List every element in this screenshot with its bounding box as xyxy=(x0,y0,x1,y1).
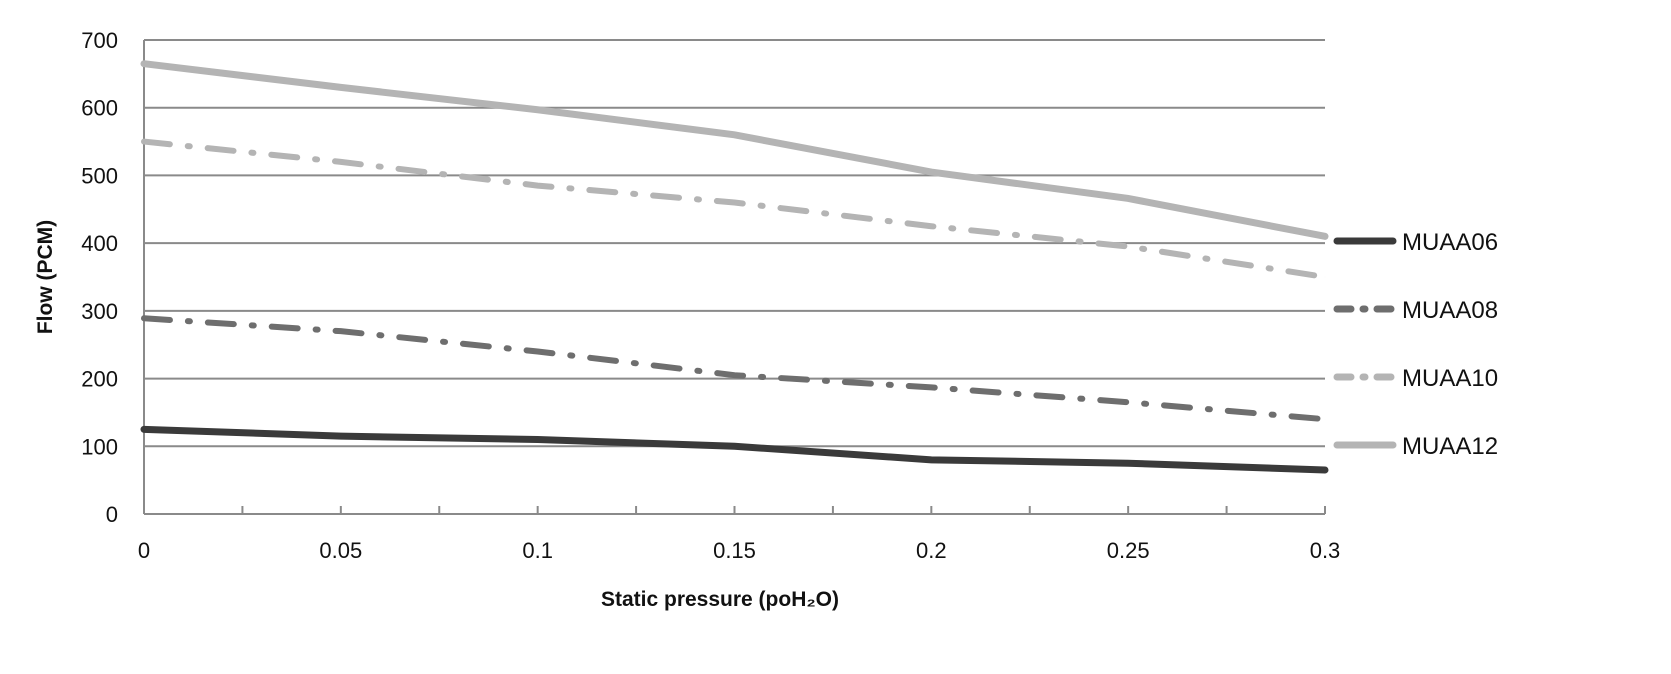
y-tick-label: 700 xyxy=(81,28,118,53)
y-tick-label: 0 xyxy=(106,502,118,527)
y-tick-label: 200 xyxy=(81,367,118,392)
series-lines xyxy=(144,64,1325,470)
y-tick-label: 500 xyxy=(81,163,118,188)
series-line-muaa06 xyxy=(144,429,1325,470)
y-tick-label: 400 xyxy=(81,231,118,256)
legend-label: MUAA08 xyxy=(1402,297,1498,324)
legend-label: MUAA12 xyxy=(1402,433,1498,460)
y-tick-label: 600 xyxy=(81,96,118,121)
y-tick-label: 100 xyxy=(81,434,118,459)
x-tick-label: 0.25 xyxy=(1107,538,1150,563)
x-tick-label: 0.1 xyxy=(522,538,553,563)
x-tick-label: 0.15 xyxy=(713,538,756,563)
legend: MUAA06 MUAA08 MUAA10 MUAA12 xyxy=(1337,229,1498,460)
x-tick-label: 0.2 xyxy=(916,538,947,563)
legend-label: MUAA06 xyxy=(1402,229,1498,256)
gridlines xyxy=(144,40,1325,446)
x-tick-label: 0 xyxy=(138,538,150,563)
x-axis-label: Static pressure (poH₂O) xyxy=(601,588,839,611)
series-line-muaa10 xyxy=(144,142,1325,277)
y-axis-label: Flow (PCM) xyxy=(34,220,57,334)
y-tick-label: 300 xyxy=(81,299,118,324)
x-tick-label: 0.05 xyxy=(319,538,362,563)
series-line-muaa12 xyxy=(144,64,1325,237)
x-tick-label: 0.3 xyxy=(1310,538,1341,563)
legend-label: MUAA10 xyxy=(1402,365,1498,392)
series-line-muaa08 xyxy=(144,318,1325,419)
